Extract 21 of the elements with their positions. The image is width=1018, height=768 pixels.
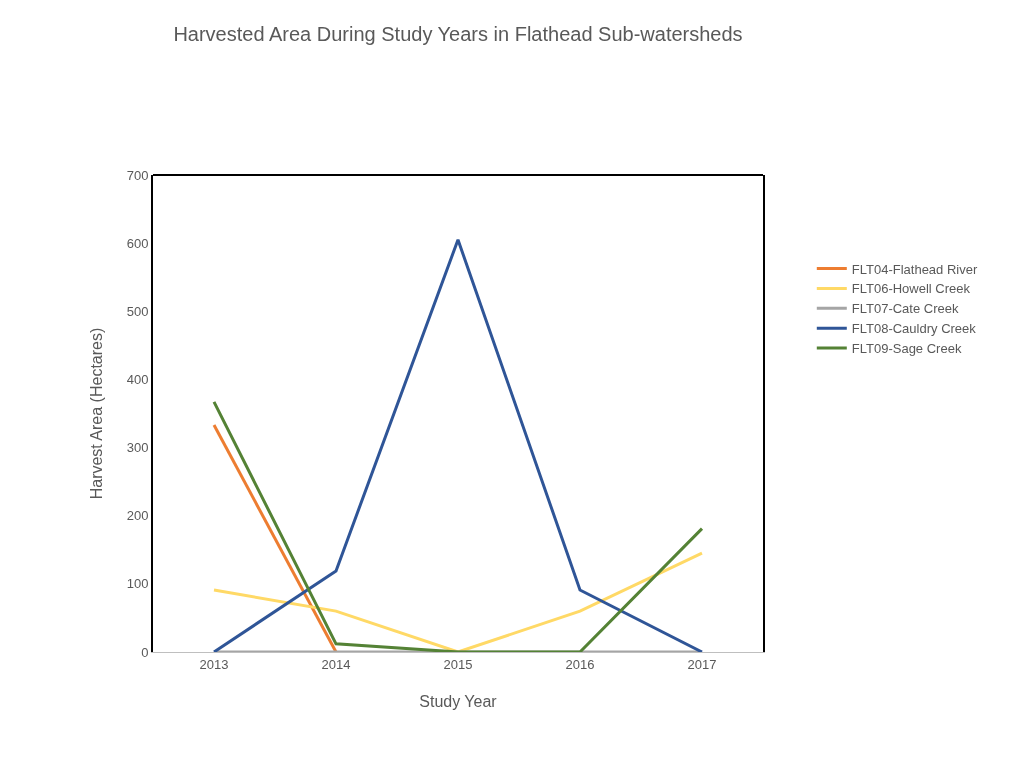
legend-label: FLT08-Cauldry Creek [851,321,977,337]
y-tick-label: 0 [141,644,149,660]
x-tick-label: 2016 [565,656,595,672]
chart-title: Harvested Area During Study Years in Flathead Sub-watersheds [173,22,743,45]
x-tick-label: 2013 [199,656,229,672]
y-tick-label: 500 [126,303,149,319]
y-tick-label: 200 [126,508,149,524]
x-axis-title: Study Year [419,693,498,711]
legend-label: FLT07-Cate Creek [851,301,959,317]
legend-label: FLT09-Sage Creek [851,341,962,357]
y-axis-title: Harvest Area (Hectares) [88,327,106,500]
y-tick-label: 600 [126,235,149,251]
x-tick-label: 2015 [443,656,473,672]
y-tick-label: 400 [126,371,149,387]
y-tick-label: 700 [126,167,149,183]
legend-label: FLT06-Howell Creek [851,281,971,297]
x-tick-label: 2014 [321,656,351,672]
y-tick-label: 300 [126,440,149,456]
y-tick-label: 100 [126,576,149,592]
x-tick-label: 2017 [687,656,717,672]
legend-label: FLT04-Flathead River [851,261,978,277]
